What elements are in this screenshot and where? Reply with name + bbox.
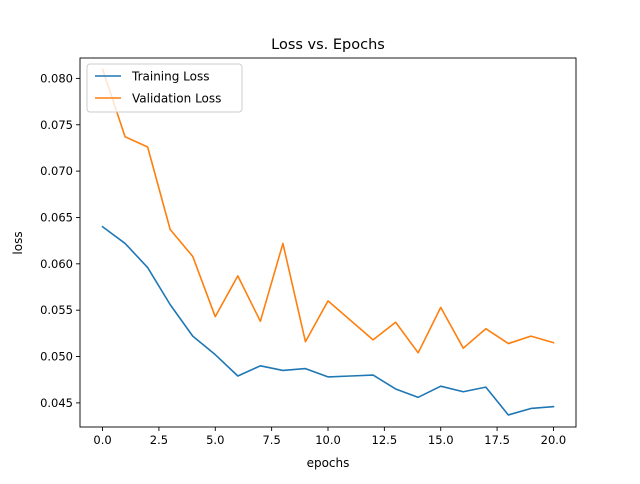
y-tick-label: 0.070 [40, 164, 73, 178]
y-tick-label: 0.075 [40, 118, 73, 132]
x-tick-label: 5.0 [206, 433, 224, 447]
series-line-training-loss [101, 225, 555, 416]
chart-title: Loss vs. Epochs [271, 37, 385, 53]
x-tick-label: 17.5 [484, 433, 510, 447]
x-tick-label: 2.5 [150, 433, 168, 447]
legend: Training Loss Validation Loss [86, 63, 243, 113]
x-tick-label: 7.5 [262, 433, 280, 447]
series-line-validation-loss [101, 68, 555, 354]
y-tick-label: 0.055 [40, 303, 73, 317]
legend-box [86, 63, 243, 113]
x-tick-label: 0.0 [93, 433, 111, 447]
y-tick-label: 0.050 [40, 350, 73, 364]
y-tick-label: 0.080 [40, 71, 73, 85]
plot-area [101, 68, 555, 416]
x-tick-label: 10.0 [315, 433, 341, 447]
x-tick-label: 12.5 [372, 433, 398, 447]
y-tick-label: 0.065 [40, 210, 73, 224]
x-axis-ticks: 0.0 2.5 5.0 7.5 10.0 12.5 15.0 17.5 20.0 [93, 427, 566, 447]
y-tick-label: 0.060 [40, 257, 73, 271]
y-axis-ticks: 0.045 0.050 0.055 0.060 0.065 0.070 0.075 0.080 [40, 71, 80, 410]
axes-frame [79, 57, 577, 428]
x-tick-label: 20.0 [541, 433, 567, 447]
y-tick-label: 0.045 [40, 396, 73, 410]
y-axis-label: loss [11, 231, 25, 254]
x-axis-label: epochs [307, 456, 350, 470]
legend-label-validation-loss: Validation Loss [132, 92, 221, 106]
legend-label-training-loss: Training Loss [131, 70, 209, 84]
x-tick-label: 15.0 [428, 433, 454, 447]
